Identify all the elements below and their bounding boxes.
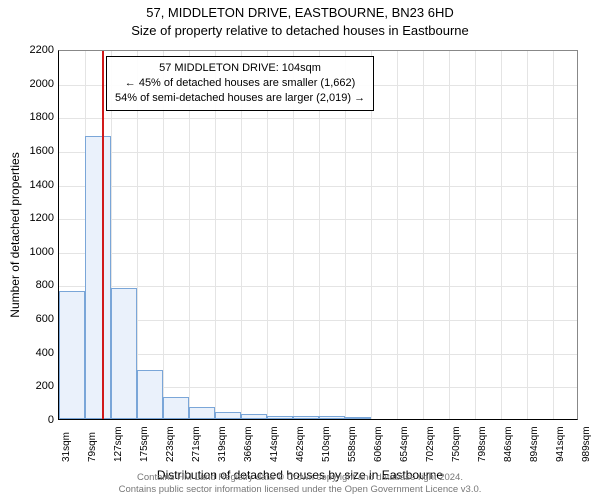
xtick-label: 462sqm [295, 426, 306, 462]
xtick-label: 702sqm [425, 426, 436, 462]
histogram-bar [215, 412, 241, 419]
footer-line: Contains public sector information licen… [0, 484, 600, 496]
xtick-label: 606sqm [373, 426, 384, 462]
histogram-bar [345, 417, 371, 419]
xtick-label: 319sqm [217, 426, 228, 462]
xtick-label: 175sqm [139, 426, 150, 462]
ytick-label: 1600 [14, 145, 54, 157]
xtick-label: 894sqm [529, 426, 540, 462]
histogram-bar [241, 414, 267, 419]
xtick-label: 558sqm [347, 426, 358, 462]
ytick-label: 1400 [14, 179, 54, 191]
gridline-v [449, 51, 450, 419]
ytick-label: 1000 [14, 246, 54, 258]
ytick-label: 600 [14, 313, 54, 325]
ytick-label: 800 [14, 279, 54, 291]
ytick-label: 400 [14, 347, 54, 359]
footer: Contains HM Land Registry data © Crown c… [0, 472, 600, 496]
xtick-label: 223sqm [165, 426, 176, 462]
histogram-bar [137, 370, 163, 419]
footer-line: Contains HM Land Registry data © Crown c… [0, 472, 600, 484]
annotation-line: 54% of semi-detached houses are larger (… [115, 91, 365, 106]
xtick-label: 510sqm [321, 426, 332, 462]
xtick-label: 79sqm [87, 432, 98, 462]
page-subtitle: Size of property relative to detached ho… [0, 22, 600, 40]
annotation-line: 57 MIDDLETON DRIVE: 104sqm [115, 61, 365, 76]
xtick-label: 941sqm [555, 426, 566, 462]
histogram-bar [85, 136, 111, 419]
xtick-label: 654sqm [399, 426, 410, 462]
gridline-v [501, 51, 502, 419]
histogram-bar [163, 397, 189, 419]
gridline-v [475, 51, 476, 419]
annotation-line: ← 45% of detached houses are smaller (1,… [115, 76, 365, 91]
ytick-label: 2000 [14, 78, 54, 90]
ytick-label: 200 [14, 380, 54, 392]
xtick-label: 31sqm [61, 432, 72, 462]
histogram-bar [111, 288, 137, 419]
gridline-v [553, 51, 554, 419]
histogram-bar [293, 416, 319, 419]
page-title: 57, MIDDLETON DRIVE, EASTBOURNE, BN23 6H… [0, 4, 600, 22]
xtick-label: 271sqm [191, 426, 202, 462]
histogram-bar [189, 407, 215, 419]
annotation-box: 57 MIDDLETON DRIVE: 104sqm ← 45% of deta… [106, 56, 374, 111]
histogram-bar [59, 291, 85, 419]
histogram-bar [319, 416, 345, 419]
xtick-label: 414sqm [269, 426, 280, 462]
histogram-bar [267, 416, 293, 419]
ytick-label: 0 [14, 414, 54, 426]
xtick-label: 366sqm [243, 426, 254, 462]
y-axis-label: Number of detached properties [8, 152, 22, 317]
gridline-v [423, 51, 424, 419]
xtick-label: 846sqm [503, 426, 514, 462]
gridline-v [397, 51, 398, 419]
xtick-label: 750sqm [451, 426, 462, 462]
property-marker-line [102, 51, 104, 419]
ytick-label: 1200 [14, 212, 54, 224]
xtick-label: 127sqm [113, 426, 124, 462]
ytick-label: 1800 [14, 111, 54, 123]
xtick-label: 798sqm [477, 426, 488, 462]
xtick-label: 989sqm [581, 426, 592, 462]
ytick-label: 2200 [14, 44, 54, 56]
gridline-v [527, 51, 528, 419]
